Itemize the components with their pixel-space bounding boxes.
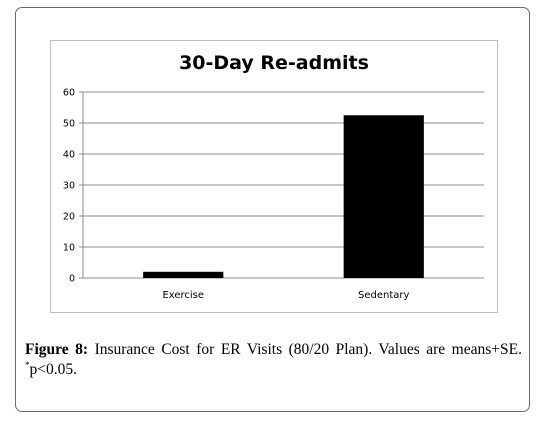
y-tick-label: 30 [63, 181, 75, 192]
x-tick-label: Sedentary [358, 290, 409, 301]
y-tick-label: 10 [63, 243, 75, 254]
chart-area: 30-Day Re-admits 0 10 20 30 40 50 60 Exercise Se… [50, 40, 498, 313]
caption-label: Figure 8: [25, 341, 89, 358]
caption-superscript: * [25, 359, 30, 370]
caption-text: Insurance Cost for ER Visits (80/20 Plan… [94, 341, 522, 358]
caption-significance: p<0.05. [29, 361, 78, 378]
y-tick-label: 40 [63, 150, 75, 161]
y-tick-label: 0 [69, 274, 75, 285]
bar-exercise [143, 271, 224, 278]
bar-chart: 30-Day Re-admits 0 10 20 30 40 50 60 Exercise Se… [63, 52, 484, 301]
chart-title: 30-Day Re-admits [179, 52, 369, 74]
x-tick-label: Exercise [162, 290, 204, 301]
y-tick-label: 20 [63, 212, 75, 223]
figure-caption: Figure 8: Insurance Cost for ER Visits (… [25, 340, 522, 380]
bar-sedentary [343, 115, 424, 278]
y-tick-label: 60 [63, 88, 75, 99]
y-tick-label: 50 [63, 119, 75, 130]
